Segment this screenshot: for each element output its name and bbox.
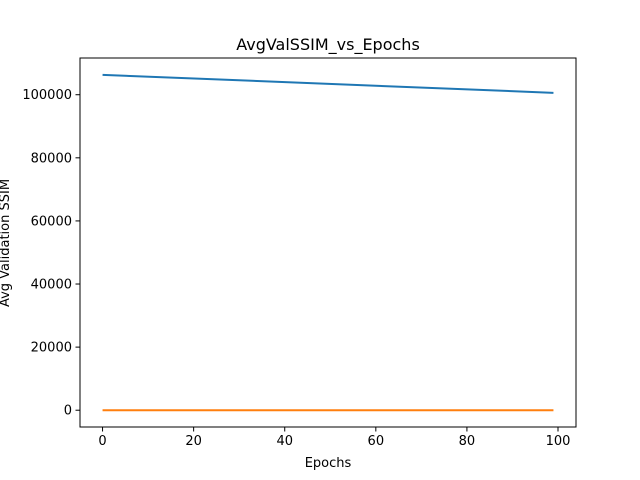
y-tick-label: 60000 [31, 214, 72, 229]
series-line-1 [102, 73, 554, 94]
y-axis: 0 20000 40000 60000 80000 100000 [22, 88, 80, 419]
x-tick-label: 0 [98, 434, 106, 449]
y-tick-label: 80000 [31, 151, 72, 166]
x-tick-label: 60 [368, 434, 385, 449]
x-tick-label: 80 [459, 434, 476, 449]
y-tick-label: 20000 [31, 341, 72, 356]
series-layer [102, 73, 554, 412]
x-tick-label: 20 [185, 434, 202, 449]
x-tick-label: 40 [276, 434, 293, 449]
x-tick-label: 100 [546, 434, 571, 449]
x-axis-label: Epochs [305, 456, 352, 471]
y-axis-label: Avg Validation SSIM [0, 179, 13, 307]
y-tick-label: 40000 [31, 278, 72, 293]
y-tick-label: 100000 [22, 88, 72, 103]
plot-frame [79, 57, 577, 428]
chart-title: AvgValSSIM_vs_Epochs [236, 35, 420, 55]
y-tick-label: 0 [64, 404, 72, 419]
plot-area [79, 57, 577, 428]
x-axis: 0 20 40 60 80 100 [98, 427, 570, 449]
